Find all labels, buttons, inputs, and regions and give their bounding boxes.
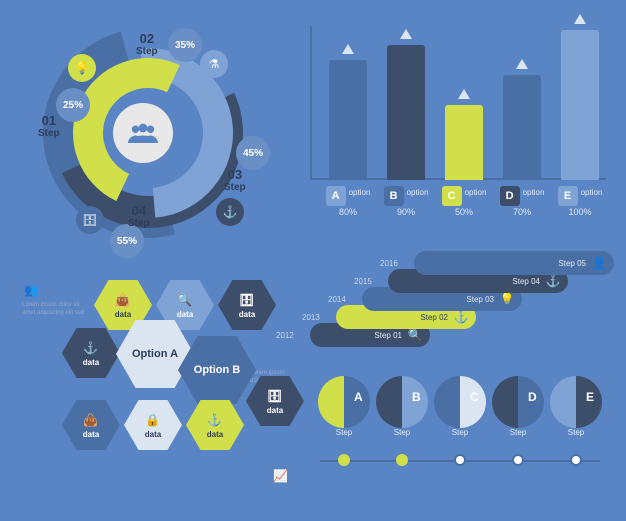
timeline-letter-A: A [354, 390, 363, 404]
chart-icon: 📈 [273, 470, 288, 482]
spiral-step-3: 04Step [128, 204, 150, 229]
flag-icon [400, 29, 412, 39]
stack-row-4: 2016Step 05👤 [414, 251, 614, 275]
bar-D [498, 75, 546, 180]
flag-icon [574, 14, 586, 24]
hexagon-cluster: 👥 Lorem ipsum dolor sit amet adipiscing … [18, 280, 298, 510]
spiral-chart: 25%01Step💡35%02Step⚗45%03Step⚓55%04Step🗄 [18, 18, 278, 248]
database-icon: 🗄 [239, 292, 255, 308]
database-icon: 🗄 [76, 206, 104, 234]
hex-cell-6: 👜data [62, 400, 120, 450]
bar-label-E: Eoption100% [551, 182, 609, 220]
year-label: 2012 [276, 331, 294, 340]
hex-cell-3: Option A [116, 320, 194, 388]
timeline-step-label: Step [434, 428, 486, 437]
timeline-chart: A Step B Step C Step D Step E Step [310, 370, 610, 500]
anchor-icon: ⚓ [216, 198, 244, 226]
timeline-step-label: Step [376, 428, 428, 437]
timeline-node-E [570, 454, 582, 466]
year-label: 2014 [328, 295, 346, 304]
hex-cell-2: ⚓data [62, 328, 120, 378]
flask-icon: ⚗ [200, 50, 228, 78]
stagger-bars: 2012Step 01🔍2013Step 02⚓2014Step 03💡2015… [310, 235, 610, 355]
anchor-icon: ⚓ [83, 340, 99, 356]
bulb-icon: 💡 [500, 292, 514, 306]
spiral-step-0: 01Step [38, 114, 60, 139]
search-icon: 🔍 [408, 328, 422, 342]
bar-label-A: Aoption80% [319, 182, 377, 220]
timeline-node-C [454, 454, 466, 466]
timeline-circle-E [550, 376, 602, 428]
bar-label-D: Doption70% [493, 182, 551, 220]
people-icon: 👥 [24, 284, 39, 296]
spiral-pct-2: 45% [236, 136, 270, 170]
timeline-step-label: Step [318, 428, 370, 437]
bag-icon: 👜 [83, 412, 99, 428]
bar-label-B: Boption90% [377, 182, 435, 220]
timeline-letter-D: D [528, 390, 537, 404]
anchor-icon: ⚓ [546, 274, 560, 288]
spiral-step-2: 03Step [224, 168, 246, 193]
timeline-node-B [396, 454, 408, 466]
bag-icon: 👜 [115, 292, 131, 308]
anchor-icon: ⚓ [454, 310, 468, 324]
year-label: 2013 [302, 313, 320, 322]
spiral-step-1: 02Step [136, 32, 158, 57]
spiral-pct-0: 25% [56, 88, 90, 122]
bar-A [324, 60, 372, 180]
lock-icon: 🔒 [145, 412, 161, 428]
timeline-node-D [512, 454, 524, 466]
bar-chart: Aoption80%Boption90%Coption50%Doption70%… [300, 20, 610, 220]
bar-C [440, 105, 488, 180]
bar-B [382, 45, 430, 180]
flag-icon [516, 59, 528, 69]
timeline-letter-E: E [586, 390, 594, 404]
hex-cell-4: Option B [178, 336, 256, 404]
year-label: 2016 [380, 259, 398, 268]
timeline-node-A [338, 454, 350, 466]
timeline-letter-B: B [412, 390, 421, 404]
hex-cell-7: 🔒data [124, 400, 182, 450]
spiral-pct-1: 35% [168, 28, 202, 62]
bar-label-C: Coption50% [435, 182, 493, 220]
timeline-letter-C: C [470, 390, 479, 404]
flag-icon [458, 89, 470, 99]
anchor-icon: ⚓ [207, 412, 223, 428]
timeline-step-label: Step [492, 428, 544, 437]
hex-cell-8: ⚓data [186, 400, 244, 450]
person-icon: 👤 [592, 256, 606, 270]
hex-cell-5: 🗄data [218, 280, 276, 330]
timeline-step-label: Step [550, 428, 602, 437]
year-label: 2015 [354, 277, 372, 286]
y-axis [310, 26, 312, 180]
hex-blurb: Lorem ipsum dolor sit amet adipiscing el… [22, 302, 92, 318]
flag-icon [342, 44, 354, 54]
search-icon: 🔍 [177, 292, 193, 308]
bulb-icon: 💡 [68, 54, 96, 82]
spiral-center [113, 103, 173, 163]
bar-E [556, 30, 604, 180]
database-icon: 🗄 [267, 388, 283, 404]
